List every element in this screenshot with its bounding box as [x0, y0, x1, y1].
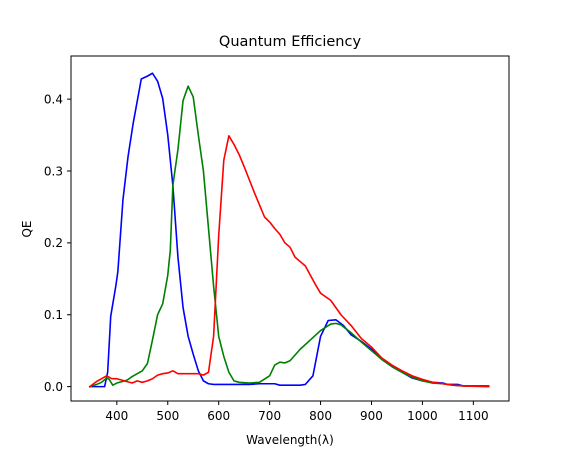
x-tick-label: 1100: [458, 409, 489, 423]
x-axis-label: Wavelength(λ): [246, 433, 334, 447]
x-tick-label: 600: [207, 409, 230, 423]
plot-area-frame: [70, 55, 510, 402]
x-tick-label: 400: [105, 409, 128, 423]
y-tick-label: 0.1: [44, 308, 63, 322]
series-layer: [88, 72, 490, 388]
series-line-3: [88, 134, 490, 388]
x-tick-label: 1000: [407, 409, 438, 423]
x-tick-label: 700: [258, 409, 281, 423]
x-tick-label: 900: [360, 409, 383, 423]
x-tick-label: 800: [309, 409, 332, 423]
y-tick-label: 0.4: [44, 92, 63, 106]
y-tick-label: 0.3: [44, 164, 63, 178]
series-line-2: [88, 85, 490, 388]
y-axis-label: QE: [20, 220, 34, 237]
chart-title: Quantum Efficiency: [219, 34, 362, 50]
x-tick-label: 500: [156, 409, 179, 423]
y-tick-label: 0.2: [44, 236, 63, 250]
x-axis: 400 500 600 700 800 900 1000 1100: [105, 401, 489, 423]
y-tick-label: 0.0: [44, 380, 63, 394]
y-axis: 0.0 0.1 0.2 0.3 0.4: [44, 92, 71, 394]
